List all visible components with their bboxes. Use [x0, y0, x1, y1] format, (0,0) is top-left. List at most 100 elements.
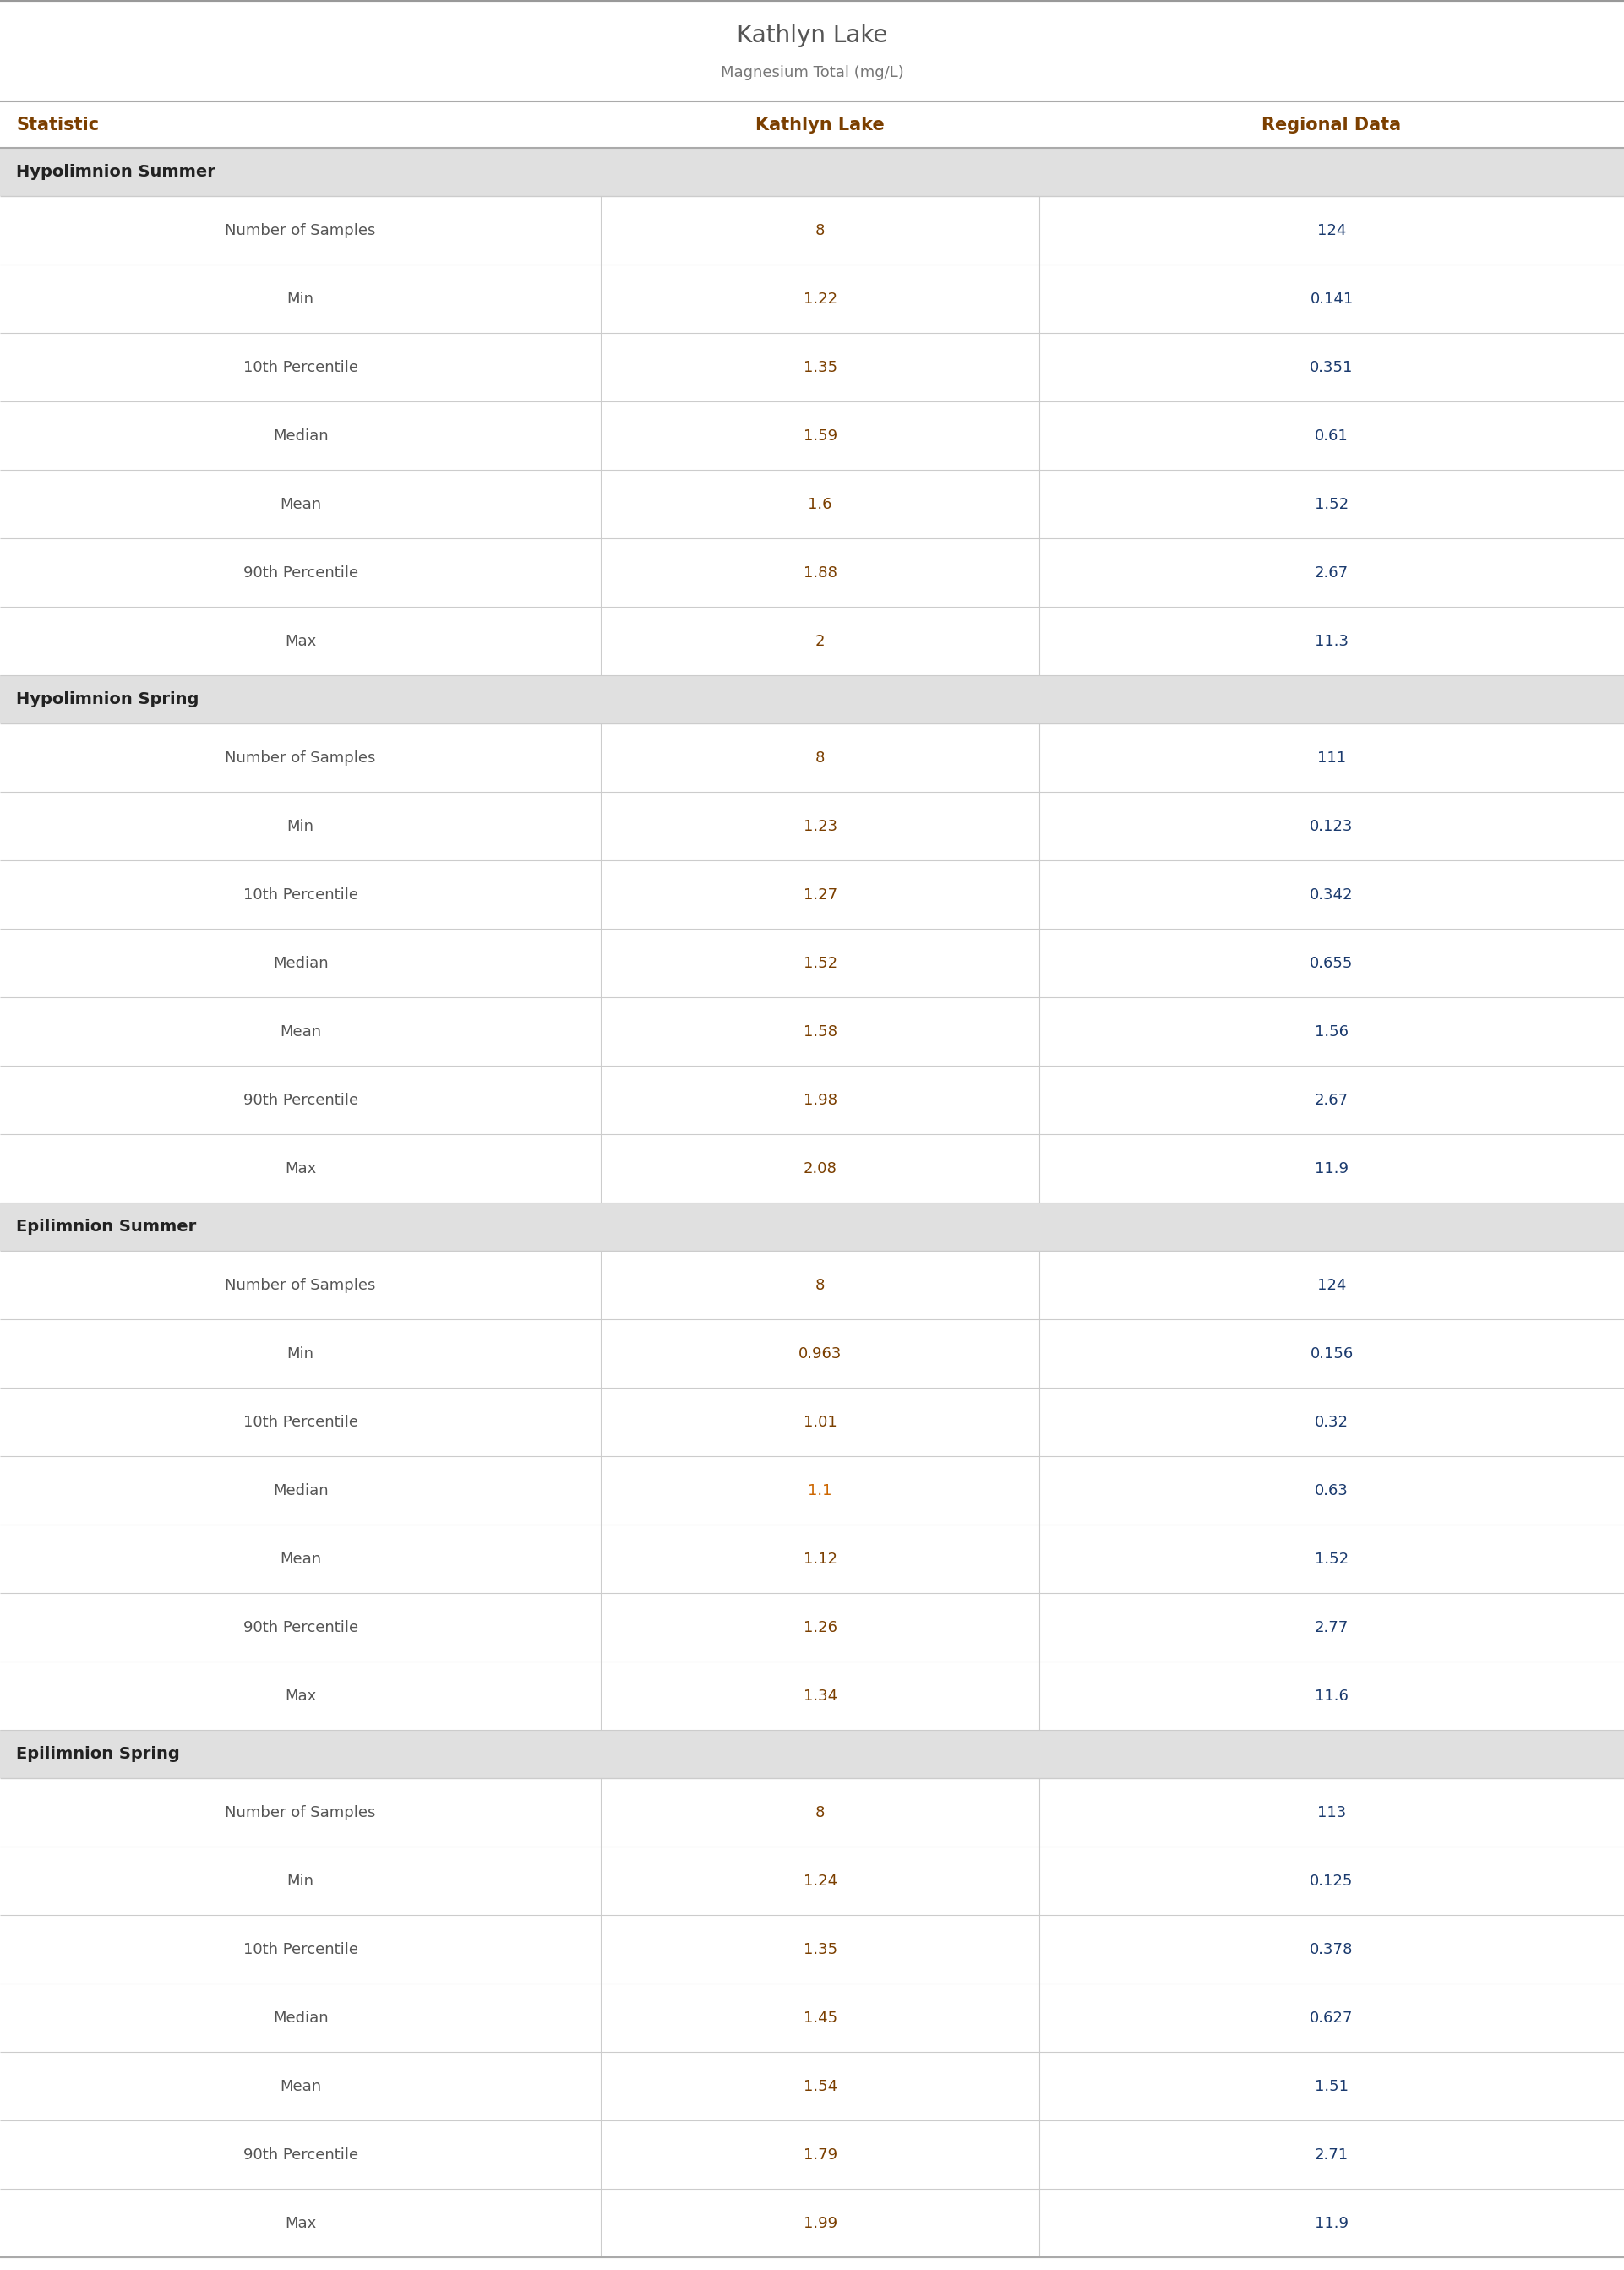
Bar — [0, 1777, 1624, 1846]
Bar — [0, 1251, 1624, 1319]
Text: 1.24: 1.24 — [804, 1873, 836, 1889]
Bar — [0, 928, 1624, 997]
Text: Epilimnion Spring: Epilimnion Spring — [16, 1746, 180, 1762]
Text: Median: Median — [273, 1482, 328, 1498]
Text: 111: 111 — [1317, 749, 1346, 765]
Text: Number of Samples: Number of Samples — [226, 1278, 375, 1292]
Text: 10th Percentile: 10th Percentile — [244, 1414, 357, 1430]
Text: 1.12: 1.12 — [804, 1550, 836, 1566]
Text: 11.9: 11.9 — [1315, 1160, 1348, 1176]
Text: 124: 124 — [1317, 1278, 1346, 1292]
Bar — [0, 2188, 1624, 2256]
Text: 2: 2 — [815, 633, 825, 649]
Bar — [0, 266, 1624, 334]
Text: 2.71: 2.71 — [1315, 2147, 1348, 2163]
Bar — [0, 1135, 1624, 1203]
Text: 0.63: 0.63 — [1315, 1482, 1348, 1498]
Bar — [0, 1319, 1624, 1387]
Text: 1.59: 1.59 — [804, 429, 836, 443]
Bar — [0, 792, 1624, 860]
Text: Median: Median — [273, 2011, 328, 2025]
Text: 0.61: 0.61 — [1315, 429, 1348, 443]
Text: 8: 8 — [815, 1278, 825, 1292]
Text: 11.6: 11.6 — [1315, 1689, 1348, 1702]
Bar — [0, 1916, 1624, 1984]
Text: Min: Min — [287, 1346, 313, 1362]
Text: 1.26: 1.26 — [804, 1621, 836, 1634]
Text: 1.99: 1.99 — [804, 2216, 836, 2231]
Text: Magnesium Total (mg/L): Magnesium Total (mg/L) — [721, 66, 903, 82]
Text: Regional Data: Regional Data — [1262, 116, 1402, 134]
Text: Min: Min — [287, 1873, 313, 1889]
Text: 1.1: 1.1 — [809, 1482, 831, 1498]
Bar — [0, 1203, 1624, 1251]
Text: 8: 8 — [815, 1805, 825, 1821]
Text: 8: 8 — [815, 749, 825, 765]
Text: Max: Max — [284, 1689, 317, 1702]
Text: Min: Min — [287, 291, 313, 306]
Bar — [0, 674, 1624, 724]
Text: Mean: Mean — [279, 1550, 322, 1566]
Text: 10th Percentile: 10th Percentile — [244, 888, 357, 901]
Text: 8: 8 — [815, 222, 825, 238]
Text: 1.45: 1.45 — [804, 2011, 836, 2025]
Text: Mean: Mean — [279, 1024, 322, 1040]
Bar — [0, 724, 1624, 792]
Bar — [0, 997, 1624, 1065]
Text: 90th Percentile: 90th Percentile — [244, 565, 357, 581]
Bar — [0, 860, 1624, 928]
Text: 2.67: 2.67 — [1315, 1092, 1348, 1108]
Bar — [0, 1525, 1624, 1594]
Bar — [0, 2120, 1624, 2188]
Text: 1.23: 1.23 — [804, 819, 836, 833]
Text: 0.123: 0.123 — [1311, 819, 1353, 833]
Text: 1.98: 1.98 — [804, 1092, 836, 1108]
Text: 124: 124 — [1317, 222, 1346, 238]
Text: 90th Percentile: 90th Percentile — [244, 2147, 357, 2163]
Bar — [0, 195, 1624, 266]
Text: 1.79: 1.79 — [804, 2147, 836, 2163]
Text: 1.22: 1.22 — [804, 291, 836, 306]
Bar — [0, 606, 1624, 674]
Text: 1.51: 1.51 — [1315, 2079, 1348, 2093]
Text: 11.3: 11.3 — [1315, 633, 1348, 649]
Bar — [0, 402, 1624, 470]
Text: 1.88: 1.88 — [804, 565, 836, 581]
Bar — [0, 334, 1624, 402]
Text: Max: Max — [284, 633, 317, 649]
Text: Max: Max — [284, 1160, 317, 1176]
Text: 1.54: 1.54 — [804, 2079, 836, 2093]
Text: 1.52: 1.52 — [804, 956, 836, 972]
Text: 0.655: 0.655 — [1311, 956, 1353, 972]
Text: 2.08: 2.08 — [804, 1160, 836, 1176]
Text: 0.141: 0.141 — [1311, 291, 1353, 306]
Text: Median: Median — [273, 956, 328, 972]
Text: 0.378: 0.378 — [1311, 1941, 1353, 1957]
Text: 10th Percentile: 10th Percentile — [244, 359, 357, 375]
Text: 113: 113 — [1317, 1805, 1346, 1821]
Bar — [0, 1846, 1624, 1916]
Text: 1.34: 1.34 — [804, 1689, 836, 1702]
Bar — [0, 1730, 1624, 1777]
Text: 1.35: 1.35 — [804, 359, 836, 375]
Bar — [0, 1065, 1624, 1135]
Bar — [0, 538, 1624, 606]
Text: 1.01: 1.01 — [804, 1414, 836, 1430]
Text: Epilimnion Summer: Epilimnion Summer — [16, 1219, 197, 1235]
Text: Mean: Mean — [279, 497, 322, 511]
Text: 10th Percentile: 10th Percentile — [244, 1941, 357, 1957]
Text: Median: Median — [273, 429, 328, 443]
Text: Hypolimnion Summer: Hypolimnion Summer — [16, 163, 216, 179]
Bar — [0, 1455, 1624, 1525]
Text: Number of Samples: Number of Samples — [226, 222, 375, 238]
Text: Max: Max — [284, 2216, 317, 2231]
Text: Kathlyn Lake: Kathlyn Lake — [755, 116, 885, 134]
Text: 1.58: 1.58 — [804, 1024, 836, 1040]
Text: Min: Min — [287, 819, 313, 833]
Bar — [0, 470, 1624, 538]
Text: 11.9: 11.9 — [1315, 2216, 1348, 2231]
Text: Mean: Mean — [279, 2079, 322, 2093]
Text: 0.32: 0.32 — [1315, 1414, 1348, 1430]
Text: Statistic: Statistic — [16, 116, 99, 134]
Text: 1.52: 1.52 — [1315, 1550, 1348, 1566]
